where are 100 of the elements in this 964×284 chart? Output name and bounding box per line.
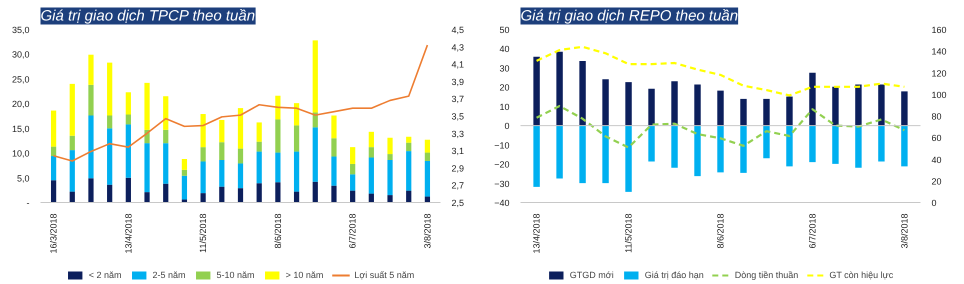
bar (368, 147, 374, 158)
bar (163, 143, 168, 184)
bar (219, 186, 224, 202)
y2-tick-label: 3,3 (452, 128, 464, 139)
bar (387, 138, 393, 154)
y2-tick-label: 2,5 (452, 198, 464, 208)
x-tick-label: 13/4/2018 (123, 213, 134, 254)
bar (809, 72, 816, 126)
y-tick-label: 0 (504, 121, 510, 132)
bar (878, 126, 885, 162)
bar (368, 194, 374, 202)
bar (200, 161, 206, 194)
bar (50, 180, 56, 202)
bar (50, 110, 56, 147)
bar (219, 142, 224, 160)
bar (625, 126, 632, 192)
bar (238, 108, 244, 149)
y-tick-label: 10 (499, 102, 510, 112)
y2-tick-label: 140 (932, 46, 947, 57)
legend-label: Lợi suất 5 năm (354, 270, 414, 280)
bar (163, 130, 168, 144)
y-tick-label: −40 (494, 198, 510, 208)
bar (275, 96, 280, 120)
chart-title: Giá trị giao dịch TPCP theo tuần (40, 8, 256, 24)
bar (238, 163, 244, 188)
bar (88, 178, 94, 202)
y2-tick-label: 3,7 (452, 94, 464, 104)
bar (238, 148, 244, 164)
bar (424, 140, 430, 153)
bar (88, 116, 94, 178)
x-tick-label: 11/5/2018 (624, 213, 634, 253)
bar (182, 176, 188, 200)
bar (294, 192, 300, 202)
x-tick-label: 8/6/2018 (716, 213, 726, 249)
bar (70, 136, 75, 150)
bar (144, 192, 150, 202)
bar (219, 120, 224, 142)
bar (88, 54, 94, 85)
bar (406, 142, 412, 152)
bar (832, 86, 839, 126)
bar (602, 126, 609, 184)
y2-tick-label: 120 (932, 68, 947, 78)
bar (786, 126, 793, 166)
y-tick-label: 40 (499, 44, 510, 54)
bar (350, 190, 356, 202)
bar (387, 160, 393, 196)
legend-label: Giá trị đáo hạn (644, 270, 704, 280)
y-tick-label: 30 (499, 63, 510, 74)
bar (88, 84, 94, 116)
bar (602, 79, 609, 126)
bar (70, 150, 75, 192)
line-series (52, 44, 428, 162)
bar (368, 132, 374, 148)
y-tick-label: 5,0 (16, 173, 30, 184)
y-tick-label: 15,0 (12, 124, 30, 134)
bar (625, 82, 632, 126)
y-tick-label: 20 (499, 82, 510, 93)
bar (182, 170, 188, 176)
legend-label: 5-10 năm (216, 270, 255, 280)
bar (424, 152, 430, 161)
bar (294, 103, 300, 126)
bar (275, 152, 280, 182)
bar (200, 147, 206, 162)
y2-tick-label: 160 (932, 25, 947, 35)
bar (275, 119, 280, 153)
bar (70, 192, 75, 202)
chart-title: Giá trị giao dịch REPO theo tuần (520, 8, 738, 24)
bar (331, 116, 337, 138)
bar (832, 126, 839, 164)
bar (238, 188, 244, 202)
y-tick-label: 10,0 (12, 148, 30, 159)
y2-tick-label: 2,7 (452, 180, 464, 191)
bar (163, 96, 168, 130)
x-tick-label: 13/4/2018 (532, 213, 542, 254)
bar (350, 164, 356, 174)
bar (406, 190, 412, 202)
bar (740, 98, 747, 126)
y2-tick-label: 80 (932, 112, 942, 122)
bar (855, 84, 862, 126)
bar (50, 146, 56, 156)
bar (878, 84, 885, 126)
bar (144, 82, 150, 130)
x-tick-label: 8/6/2018 (272, 213, 283, 249)
bar (126, 114, 131, 124)
legend-label: < 2 năm (88, 270, 122, 280)
y2-tick-label: 3,9 (452, 76, 464, 87)
y2-tick-label: 3,1 (452, 146, 464, 156)
y-tick-label: 35,0 (12, 25, 30, 35)
x-tick-label: 6/7/2018 (348, 213, 358, 249)
y2-tick-label: 4,1 (452, 60, 464, 70)
bar (387, 195, 393, 202)
bar (200, 193, 206, 202)
x-tick-label: 3/8/2018 (422, 213, 432, 249)
y2-tick-label: 40 (932, 154, 942, 165)
x-tick-label: 16/3/2018 (48, 213, 59, 254)
legend-label: GTGD mới (570, 270, 614, 280)
y2-tick-label: 60 (932, 133, 942, 144)
bar (387, 154, 393, 160)
bar (579, 126, 586, 184)
y2-tick-label: 100 (932, 90, 947, 100)
